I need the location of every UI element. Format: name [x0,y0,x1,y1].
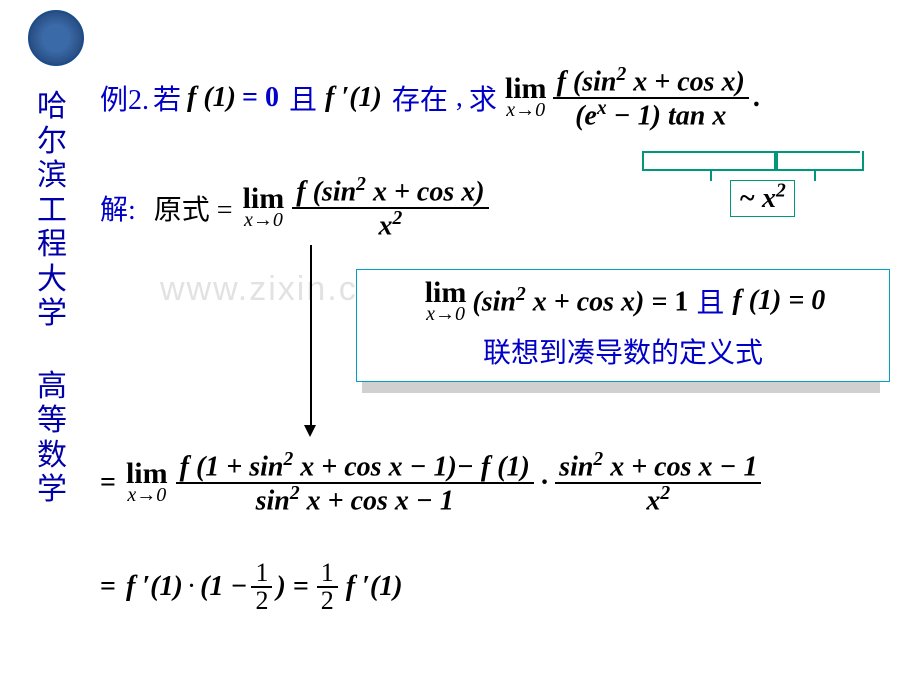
char: 哈 [34,90,70,125]
half-d: 2 [251,588,272,614]
arrow-head-icon [304,425,316,437]
approx-box: ~ x2 [730,181,795,215]
text-qie: 且 [289,78,317,118]
line3-num2: sin2 x + cos x − 1 [555,450,761,484]
box-hint: 联想到凑导数的定义式 [373,331,873,371]
line3-den1: sin2 x + cos x − 1 [252,484,458,516]
line2-den: x2 [375,209,407,241]
arrow-line [310,245,312,425]
char: 数 [34,439,70,474]
char: 尔 [34,125,70,160]
line2-num: f (sin2 x + cos x) [292,175,488,209]
char: 高 [34,370,70,405]
text-qiu: 求 [469,78,497,118]
example-label: 例2. [100,78,149,118]
lim-sub: x→0 [244,212,283,229]
green-stem-left [710,169,712,181]
half2-d: 2 [317,588,338,614]
sidebar: 哈 尔 滨 工 程 大 学 高 等 数 学 [34,90,70,508]
hint-box: lim x→0 (sin2 x + cos x) = 1 且 f (1) = 0… [356,269,890,382]
line3-num1: f (1 + sin2 x + cos x − 1)− f (1) [176,450,534,484]
lp: (1 − [200,571,247,603]
fprime1: f ′(1) [325,82,382,114]
rp: ) = [276,571,308,603]
green-bracket-right [776,151,864,171]
lim-sub: x→0 [426,306,465,323]
line3-den2: x2 [642,484,674,516]
comma: , [456,82,463,114]
eq-zero: = 0 [242,82,279,114]
eq: = [100,571,116,603]
char: 学 [34,297,70,332]
dot: · [187,571,196,603]
fprime1b: f ′(1) [346,571,403,603]
line1-den: (ex − 1) tan x [571,99,730,131]
univ-name: 哈 尔 滨 工 程 大 学 [34,90,70,332]
course-name: 高 等 数 学 [34,370,70,508]
char: 滨 [34,159,70,194]
char: 学 [34,473,70,508]
line1-num: f (sin2 x + cos x) [553,65,749,99]
box-cond: f (1) = 0 [732,285,825,317]
half-n: 1 [251,560,272,588]
text-ruo: 若 [153,78,181,118]
university-logo [28,10,84,66]
green-bracket-left [642,151,776,171]
lim-sub: x→0 [127,487,166,504]
lim-sub: x→0 [506,102,545,119]
period: . [753,82,760,114]
box-expr: (sin2 x + cos x) = 1 [472,284,688,318]
solution-label: 解: [100,188,136,228]
char: 工 [34,194,70,229]
cdot: · [540,467,549,499]
char: 大 [34,263,70,298]
text-exist: 存在 [392,78,448,118]
half2-n: 1 [317,560,338,588]
char: 程 [34,228,70,263]
box-and: 且 [696,281,724,321]
char: 等 [34,404,70,439]
f1-left: f (1) [187,82,236,114]
green-stem-right [814,169,816,181]
fprime1a: f ′(1) [126,571,183,603]
orig-eq: 原式 = [154,188,233,228]
eq: = [100,467,116,499]
lim-word: lim [425,280,467,306]
